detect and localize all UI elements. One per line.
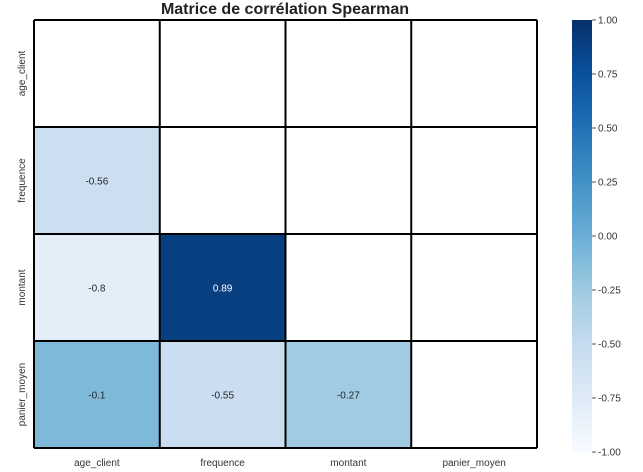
x-tick-label: montant (330, 458, 366, 469)
colorbar-tick-label: 0.75 (598, 70, 618, 81)
y-tick-label: panier_moyen (17, 363, 28, 426)
colorbar: 1.00 0.75 0.50 0.25 0.00 -0.25 -0.50 -0.75 -1.00 (572, 16, 621, 459)
y-axis-tick-labels: age_client frequence montant panier_moyen (17, 50, 28, 426)
chart-title: Matrice de corrélation Spearman (161, 1, 409, 18)
cell-value-label: -0.27 (337, 391, 360, 402)
y-tick-label: montant (17, 269, 28, 305)
heatmap-cell (34, 234, 160, 341)
x-tick-label: panier_moyen (442, 458, 505, 469)
heatmap-grid-lines (33, 19, 538, 449)
cell-value-label: 0.89 (213, 284, 233, 295)
colorbar-tick-label: -1.00 (598, 448, 621, 459)
heatmap-cell (285, 341, 412, 448)
y-tick-label: age_client (17, 50, 28, 96)
colorbar-tick-label: -0.25 (598, 286, 621, 297)
x-tick-label: age_client (74, 458, 120, 469)
heatmap-cell (159, 234, 286, 341)
colorbar-tick-label: 0.25 (598, 178, 618, 189)
colorbar-tick-label: -0.75 (598, 394, 621, 405)
heatmap-cell (34, 127, 160, 234)
colorbar-tick-label: 0.50 (598, 124, 618, 135)
cell-value-label: -0.55 (211, 391, 234, 402)
cell-value-label: -0.56 (85, 177, 108, 188)
heatmap-cell (159, 341, 286, 448)
colorbar-tick-label: -0.50 (598, 340, 621, 351)
heatmap-cell (34, 341, 160, 448)
x-tick-label: frequence (200, 458, 245, 469)
heatmap-cells: -0.56 -0.8 0.89 -0.1 -0.55 -0.27 (34, 127, 412, 448)
y-tick-label: frequence (17, 158, 28, 203)
colorbar-gradient (572, 20, 592, 452)
cell-value-label: -0.8 (88, 284, 106, 295)
colorbar-tick-label: 1.00 (598, 16, 618, 27)
x-axis-tick-labels: age_client frequence montant panier_moyen (74, 458, 506, 469)
colorbar-tick-label: 0.00 (598, 232, 618, 243)
cell-value-label: -0.1 (88, 391, 106, 402)
